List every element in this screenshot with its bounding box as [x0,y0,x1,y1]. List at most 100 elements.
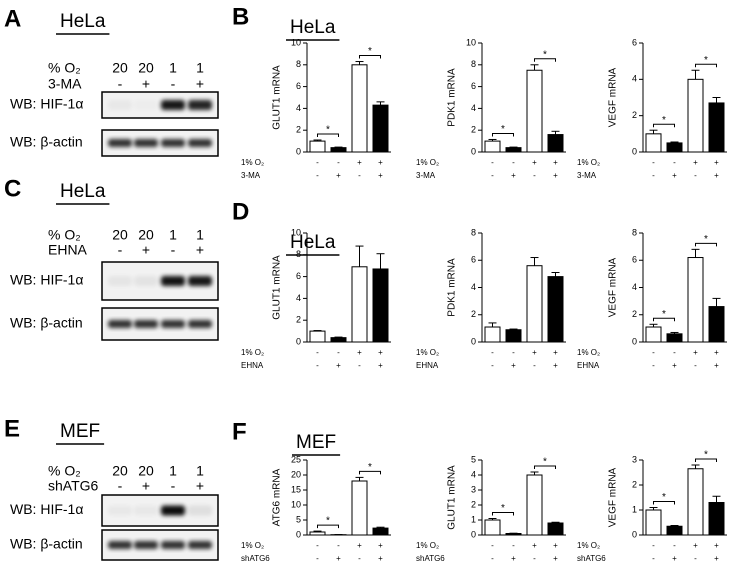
bar [645,509,662,536]
condition-mark: + [357,158,362,167]
y-axis-label: VEGF mRNA [608,67,619,127]
bar [309,531,326,536]
y-tick-label: 2 [471,309,476,319]
panel-letter: E [4,415,20,442]
condition-mark: - [491,348,494,357]
panel-letter: C [4,175,21,202]
condition-mark: + [378,348,383,357]
y-tick-label: 8 [471,59,476,69]
y-tick-label: 4 [296,293,301,303]
condition-mark: - [337,541,340,550]
condition-mark: + [553,554,558,563]
condition-label: shATG6 [48,478,99,494]
condition-mark: + [378,541,383,550]
condition-mark: + [714,158,719,167]
bar [666,525,683,536]
bar [330,147,347,153]
blot-band [108,139,132,147]
blot-band [188,541,212,549]
condition-mark: - [652,158,655,167]
lane-label: + [196,242,204,258]
condition-mark: + [378,171,383,180]
condition-mark: - [652,541,655,550]
significance-bracket [317,133,339,138]
y-tick-label: 8 [471,227,476,237]
y-tick-label: 8 [296,249,301,259]
condition-mark: + [553,348,558,357]
significance-bracket [359,470,381,475]
panel-title: MEF [296,432,336,453]
y-tick-label: 2 [471,125,476,135]
condition-label: shATG6 [416,554,445,563]
condition-mark: - [337,348,340,357]
y-tick-label: 4 [632,282,637,292]
condition-mark: - [316,554,319,563]
y-tick-label: 5 [471,454,476,464]
blot-band [108,541,132,549]
condition-mark: - [533,361,536,370]
y-tick-label: 0 [296,336,301,346]
blot-label: WB: β-actin [10,536,83,552]
bar [687,257,704,343]
panel-letter: F [232,418,247,445]
condition-mark: + [553,158,558,167]
bar [309,330,326,343]
condition-mark: - [316,541,319,550]
condition-mark: - [652,348,655,357]
condition-label: 1% O₂ [416,158,439,167]
y-tick-label: 1 [471,514,476,524]
condition-mark: + [553,171,558,180]
bar [505,147,522,153]
significance-bracket [492,512,514,516]
lane-label: 1 [196,463,204,479]
bar [505,533,522,536]
y-tick-label: 2 [471,499,476,509]
significance-bracket [695,63,717,68]
blot-band [188,505,212,516]
condition-mark: - [512,348,515,357]
significance-bracket [534,465,556,469]
panel-letter: A [4,5,21,32]
condition-mark: - [533,171,536,180]
panel-title: HeLa [290,17,336,38]
panel-title: MEF [60,421,100,442]
blot-band [134,100,158,110]
condition-mark: + [714,554,719,563]
lane-label: - [171,478,176,494]
condition-mark: - [316,158,319,167]
lane-label: 20 [138,227,154,243]
condition-mark: + [511,554,516,563]
condition-mark: + [336,171,341,180]
y-tick-label: 4 [471,282,476,292]
condition-mark: + [693,348,698,357]
blot-band [161,505,185,516]
condition-label: 3-MA [577,171,597,180]
y-tick-label: 20 [291,469,301,479]
significance-bracket [359,55,381,59]
condition-mark: - [358,361,361,370]
bar [505,329,522,343]
panel-title: HeLa [60,181,106,202]
bar [526,265,543,343]
blot-band [188,276,212,286]
significance-bracket [653,317,675,322]
blot-band [188,100,212,110]
condition-label: 3-MA [416,171,436,180]
condition-label: % O₂ [48,227,81,243]
blot-band [161,541,185,549]
y-tick-label: 0 [632,146,637,156]
blot-band [188,320,212,328]
significance-label: * [543,457,547,468]
significance-label: * [543,49,547,60]
condition-label: 1% O₂ [241,158,264,167]
significance-label: * [662,115,666,126]
condition-mark: + [714,171,719,180]
condition-mark: + [714,541,719,550]
significance-bracket [492,132,514,137]
panel-letter: D [232,198,249,225]
lane-label: - [171,242,176,258]
bar [351,64,368,153]
blot-band [134,505,158,516]
significance-label: * [662,309,666,320]
lane-label: 20 [112,463,128,479]
